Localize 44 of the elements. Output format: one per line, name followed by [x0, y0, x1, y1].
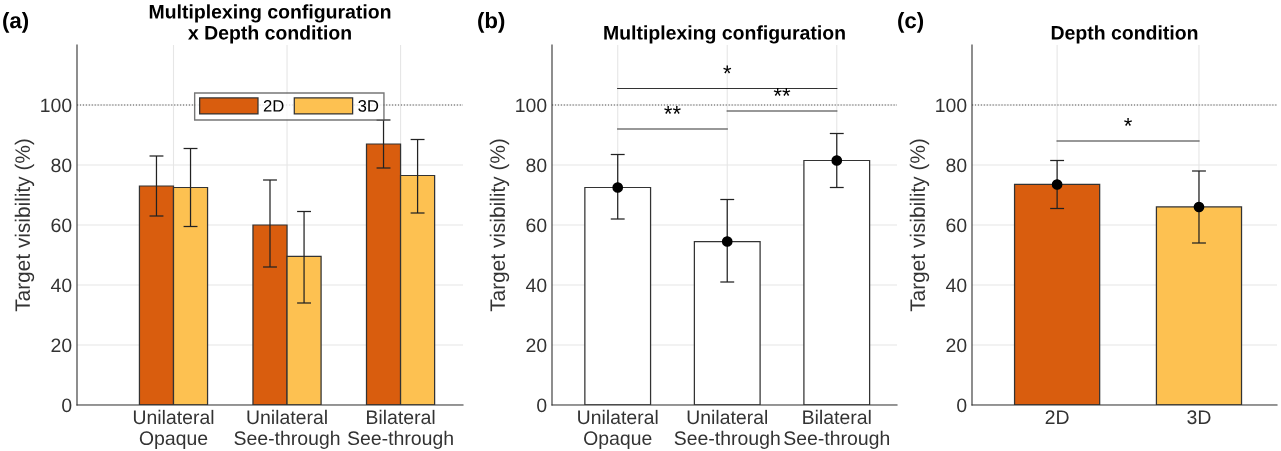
y-tick-label: 20: [51, 338, 72, 353]
y-axis-title: Target visibility (%): [14, 139, 35, 312]
y-tick-label: 0: [62, 398, 72, 413]
text: (a): [3, 12, 29, 33]
y-axis-title: Target visibility (%): [489, 139, 510, 312]
chart-title: Depth condition: [1051, 25, 1198, 44]
x-tick-label: Unilateral See-through: [674, 409, 780, 449]
x-tick-label: 2D: [1045, 410, 1069, 424]
y-tick-label: 100: [41, 98, 72, 113]
x-tick-label: Unilateral See-through: [234, 409, 340, 449]
y-tick-label: 60: [946, 218, 967, 233]
x-tick-label: Unilateral Opaque: [578, 409, 658, 449]
annotation: *: [1124, 118, 1133, 126]
x-tick-label: Unilateral Opaque: [133, 409, 214, 449]
y-tick-label: 80: [946, 158, 967, 173]
y-axis-title: Target visibility (%): [909, 139, 930, 312]
legend-label: 2D: [263, 99, 284, 112]
x-tick-label: 3D: [1187, 410, 1211, 425]
y-tick-label: 0: [957, 398, 967, 413]
y-tick-label: 40: [50, 278, 72, 293]
text: (c): [898, 12, 924, 33]
y-tick-label: 80: [51, 158, 72, 173]
y-tick-label: 0: [537, 398, 547, 413]
y-tick-label: 100: [516, 98, 547, 113]
y-tick-label: 60: [526, 218, 547, 233]
chart-title: Multiplexing configuration x Depth condition: [149, 4, 391, 44]
y-tick-label: 40: [525, 278, 547, 293]
x-tick-label: Bilateral See-through: [784, 409, 890, 449]
x-tick-label: Bilateral See-through: [347, 409, 453, 449]
chart-title: Multiplexing configuration: [604, 25, 845, 44]
annotation: **: [773, 88, 791, 96]
y-tick-label: 80: [526, 158, 547, 173]
point: [721, 236, 733, 247]
legend-label: 3D: [358, 99, 379, 112]
annotation: *: [723, 65, 732, 74]
y-tick-label: 40: [945, 278, 967, 293]
text: (b): [478, 12, 505, 33]
point: [831, 155, 843, 166]
y-tick-label: 20: [946, 338, 967, 353]
y-tick-label: 60: [51, 218, 72, 233]
y-tick-label: 100: [936, 98, 967, 113]
annotation: **: [664, 106, 681, 114]
point: [612, 182, 624, 193]
y-tick-label: 20: [526, 338, 547, 353]
